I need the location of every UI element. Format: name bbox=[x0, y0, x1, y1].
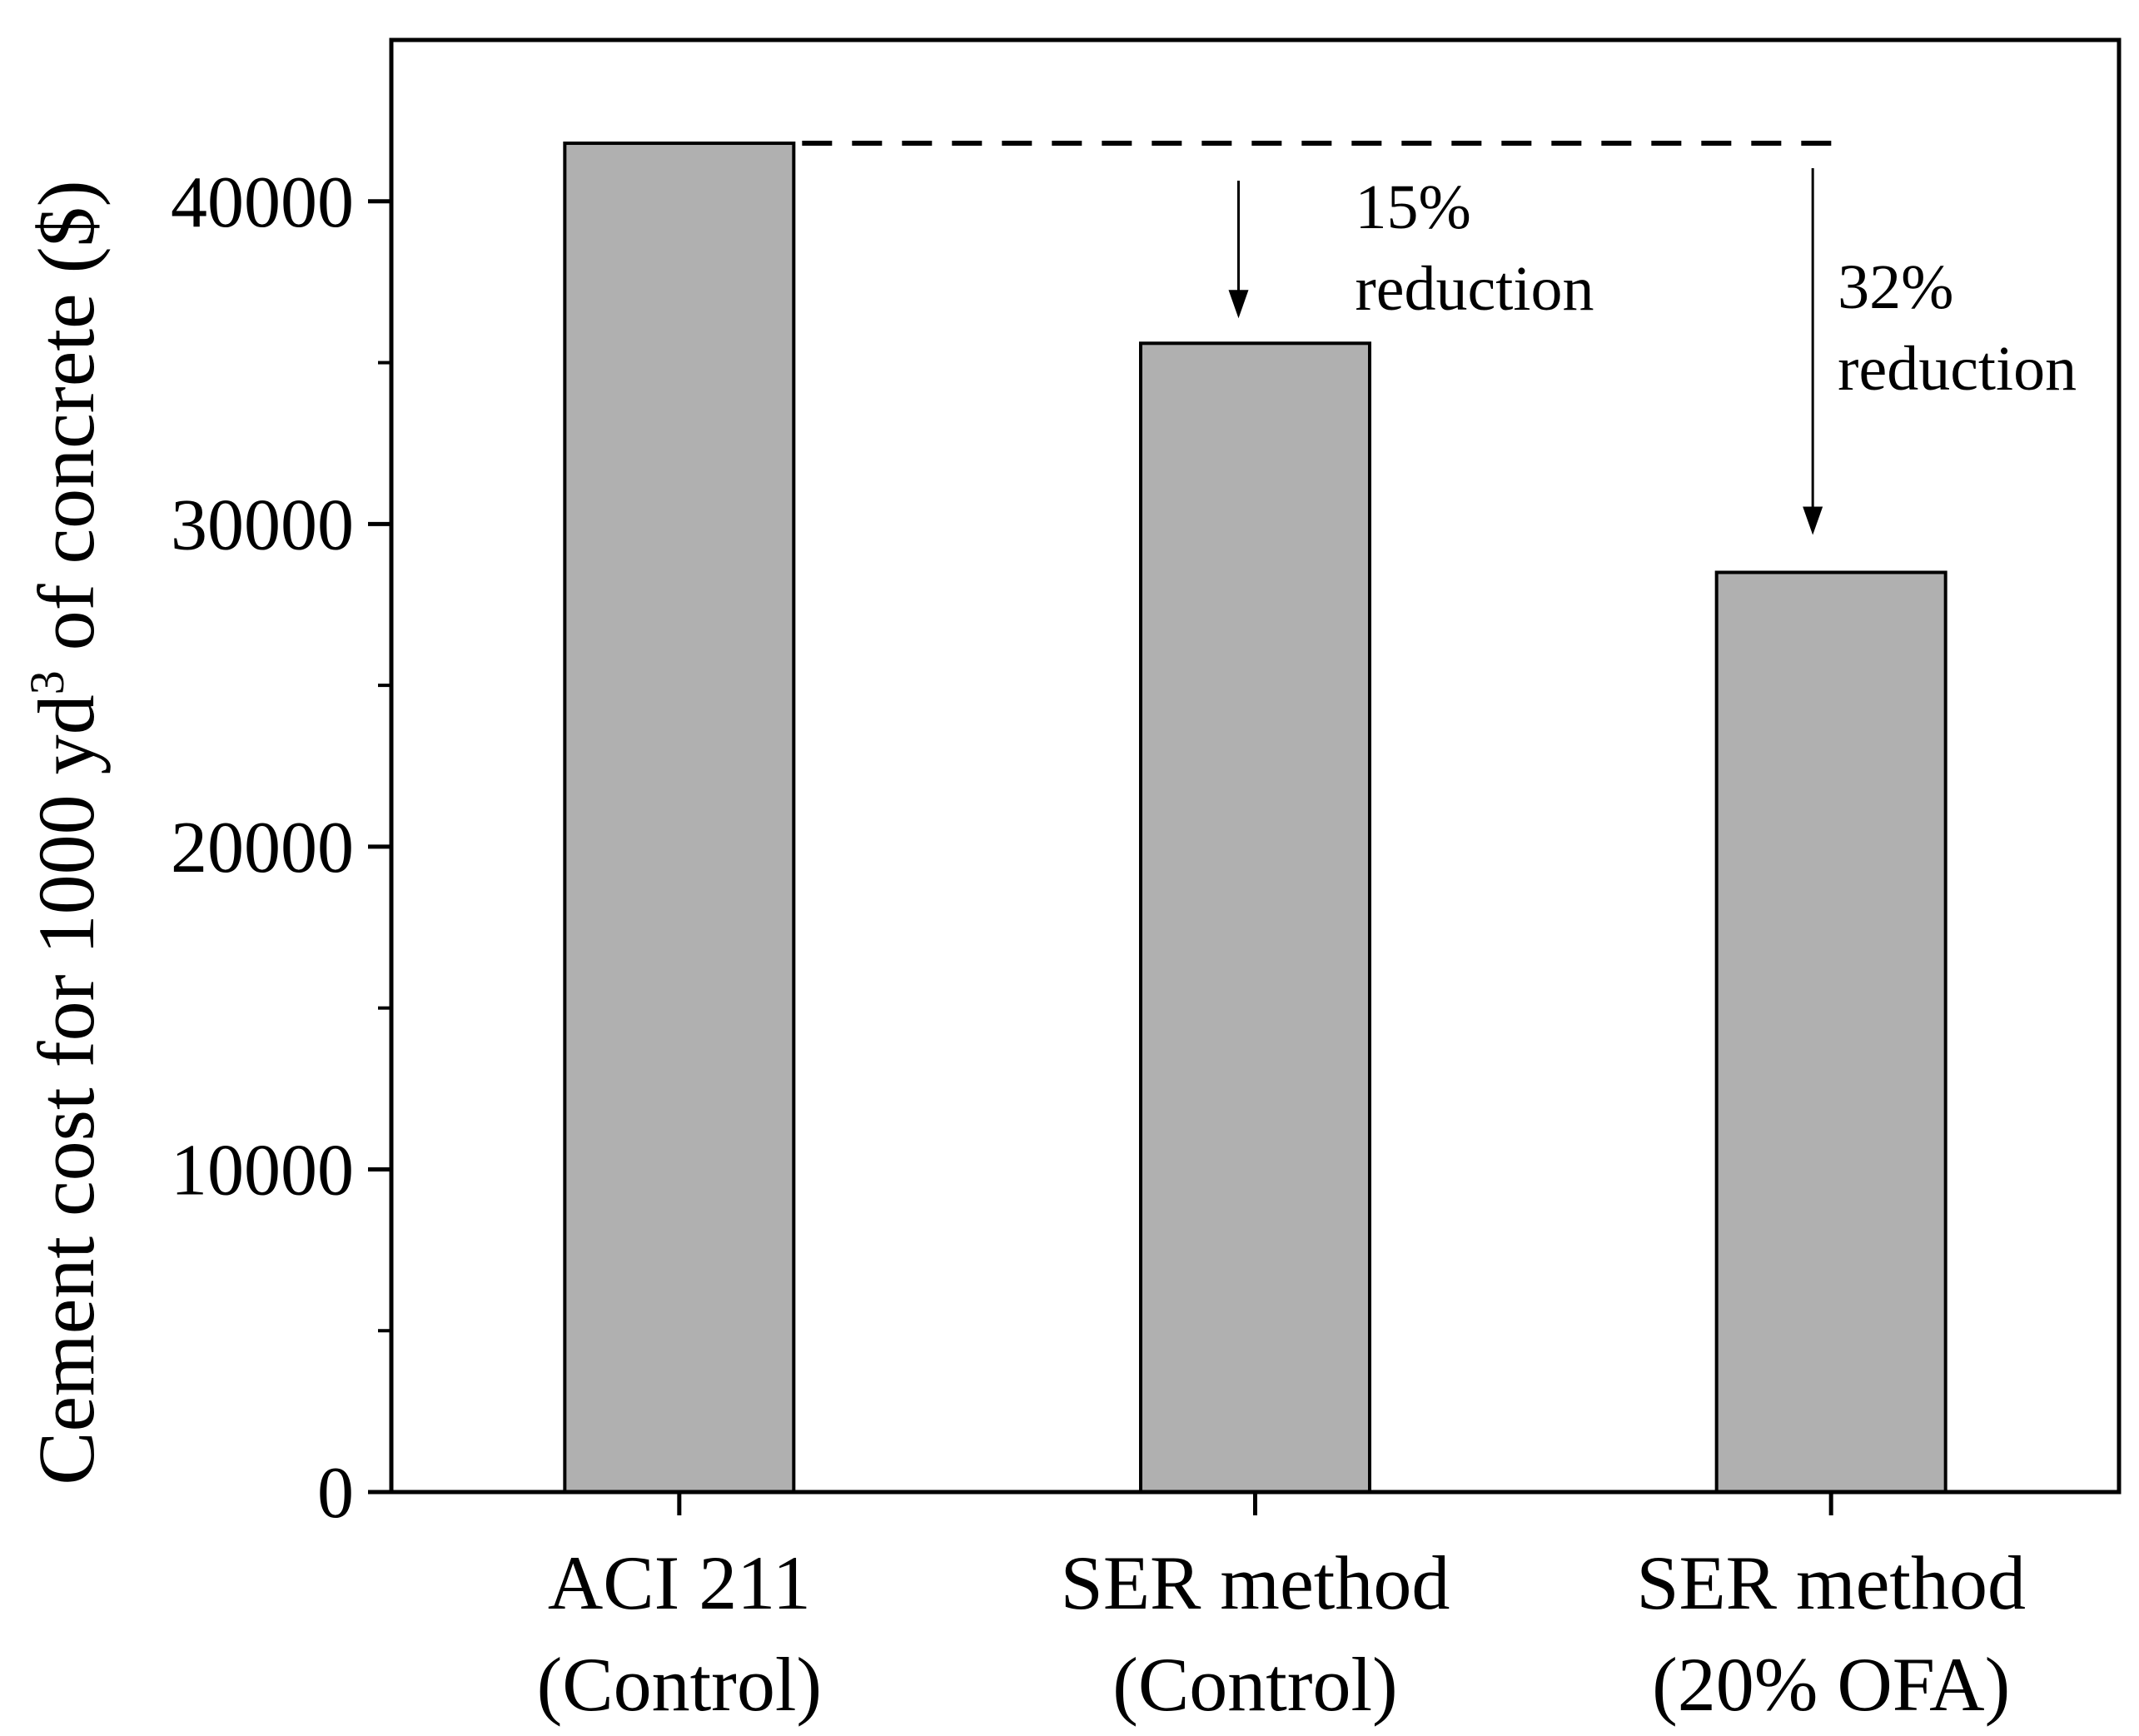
y-axis-title-superscript: 3 bbox=[20, 670, 74, 694]
annotation-1-line1: 32% bbox=[1838, 252, 1953, 322]
x-tick-label-2-line2: (20% OFA) bbox=[1652, 1642, 2010, 1727]
x-tick-label-2-line1: SER method bbox=[1636, 1540, 2026, 1625]
y-tick-label-0: 0 bbox=[317, 1453, 354, 1534]
x-tick-label-1-line1: SER method bbox=[1061, 1540, 1450, 1625]
y-tick-label-2: 20000 bbox=[171, 808, 354, 888]
bar-0 bbox=[563, 142, 796, 1494]
y-axis-title: Cement cost for 1000 yd3 of concrete ($) bbox=[20, 180, 111, 1485]
y-tick-label-1: 10000 bbox=[171, 1130, 354, 1211]
annotation-0-line2: reduction bbox=[1356, 254, 1594, 324]
y-axis-title-rest: of concrete ($) bbox=[22, 180, 111, 670]
x-tick-label-0-line2: (Control) bbox=[537, 1642, 822, 1727]
annotation-1-line2: reduction bbox=[1838, 334, 2077, 404]
x-tick-label-0-line1: ACI 211 bbox=[548, 1540, 811, 1625]
y-tick-label-4: 40000 bbox=[171, 162, 354, 243]
y-axis-title-main: Cement cost for 1000 yd bbox=[22, 694, 111, 1485]
annotation-arrowhead-0 bbox=[1228, 290, 1249, 319]
annotation-arrowhead-1 bbox=[1803, 506, 1823, 535]
y-tick-label-3: 30000 bbox=[171, 485, 354, 565]
annotation-0-line1: 15% bbox=[1356, 172, 1471, 242]
bar-2 bbox=[1714, 570, 1947, 1494]
x-tick-label-1-line2: (Control) bbox=[1112, 1642, 1397, 1727]
bar-1 bbox=[1139, 341, 1371, 1494]
